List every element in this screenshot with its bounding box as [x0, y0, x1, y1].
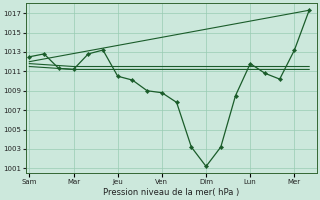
- X-axis label: Pression niveau de la mer( hPa ): Pression niveau de la mer( hPa ): [103, 188, 239, 197]
